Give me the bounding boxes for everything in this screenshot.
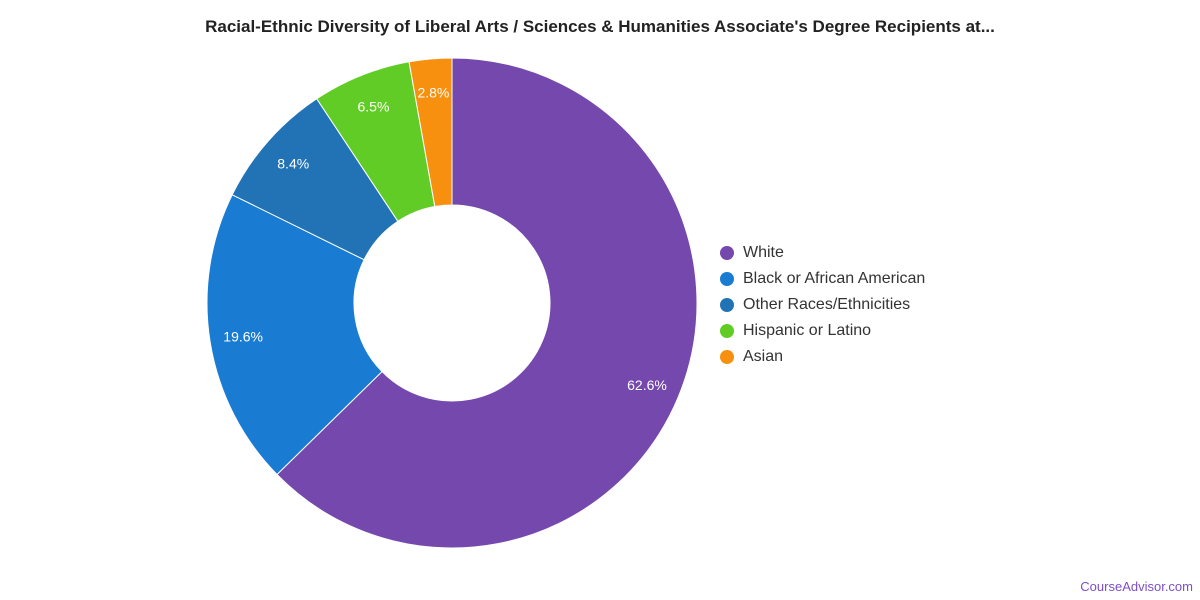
brand-link[interactable]: CourseAdvisor.com: [1080, 579, 1193, 594]
slice-label: 62.6%: [627, 377, 667, 393]
legend-label: White: [743, 244, 784, 261]
chart-title: Racial-Ethnic Diversity of Liberal Arts …: [205, 17, 995, 36]
legend-item[interactable]: Hispanic or Latino: [720, 318, 925, 344]
slice-label: 8.4%: [277, 155, 309, 171]
legend-swatch: [720, 350, 734, 364]
legend-label: Asian: [743, 348, 784, 365]
slice-label: 2.8%: [417, 84, 449, 100]
legend-item[interactable]: White: [720, 240, 925, 266]
slice-label: 6.5%: [357, 99, 389, 115]
legend-label: Black or African American: [743, 270, 926, 287]
legend-swatch: [720, 298, 734, 312]
slice-asian[interactable]: [408, 57, 453, 208]
legend-item[interactable]: Black or African American: [720, 266, 925, 292]
legend-label: Other Races/Ethnicities: [743, 296, 911, 313]
legend-item[interactable]: Other Races/Ethnicities: [720, 292, 925, 318]
legend-item[interactable]: Asian: [720, 344, 925, 370]
legend-label: Hispanic or Latino: [743, 322, 872, 339]
slice-label: 19.6%: [223, 328, 263, 344]
legend-swatch: [720, 272, 734, 286]
legend-swatch: [720, 324, 734, 338]
chart-legend: White Black or African American Other Race…: [720, 240, 925, 370]
slice-black-or-african-american[interactable]: [206, 194, 383, 476]
legend-swatch: [720, 246, 734, 260]
slice-white[interactable]: [276, 57, 698, 549]
